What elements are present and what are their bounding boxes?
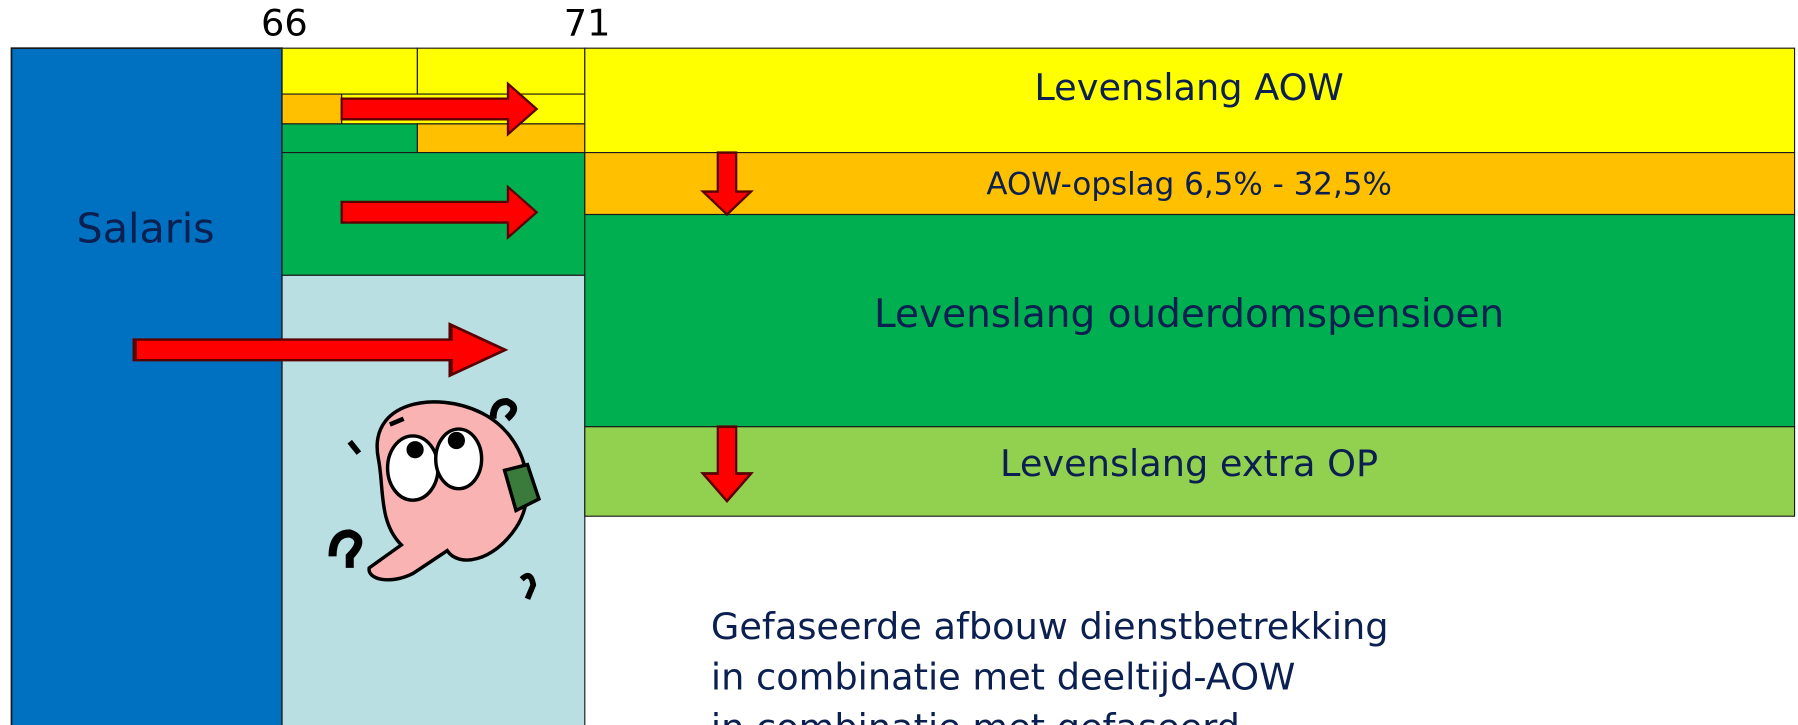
age-label: 66 [261, 2, 308, 45]
page: {"timeline": {"ages": ["66", "71"]}, "sa… [0, 0, 1798, 725]
salary-block [11, 48, 282, 725]
transition-cell [417, 124, 584, 153]
note-line: in combinatie met gefaseerd [711, 706, 1240, 725]
diagram: 66 71 Salaris Levenslang AOW AOW-opslag … [0, 0, 1798, 725]
band-label: AOW-opslag 6,5% - 32,5% [986, 166, 1392, 202]
transition-cell [282, 94, 342, 124]
band-label: Levenslang extra OP [1000, 442, 1378, 485]
transition-cell [417, 48, 584, 94]
transition-cell [282, 124, 417, 153]
band-label: Levenslang AOW [1034, 66, 1343, 109]
age-label: 71 [564, 2, 611, 45]
transition-cell [282, 48, 417, 94]
band-label: Levenslang ouderdomspensioen [874, 292, 1504, 337]
note-line: Gefaseerde afbouw dienstbetrekking [711, 605, 1389, 648]
note-line: in combinatie met deeltijd-AOW [711, 656, 1295, 699]
salary-label: Salaris [77, 205, 215, 253]
